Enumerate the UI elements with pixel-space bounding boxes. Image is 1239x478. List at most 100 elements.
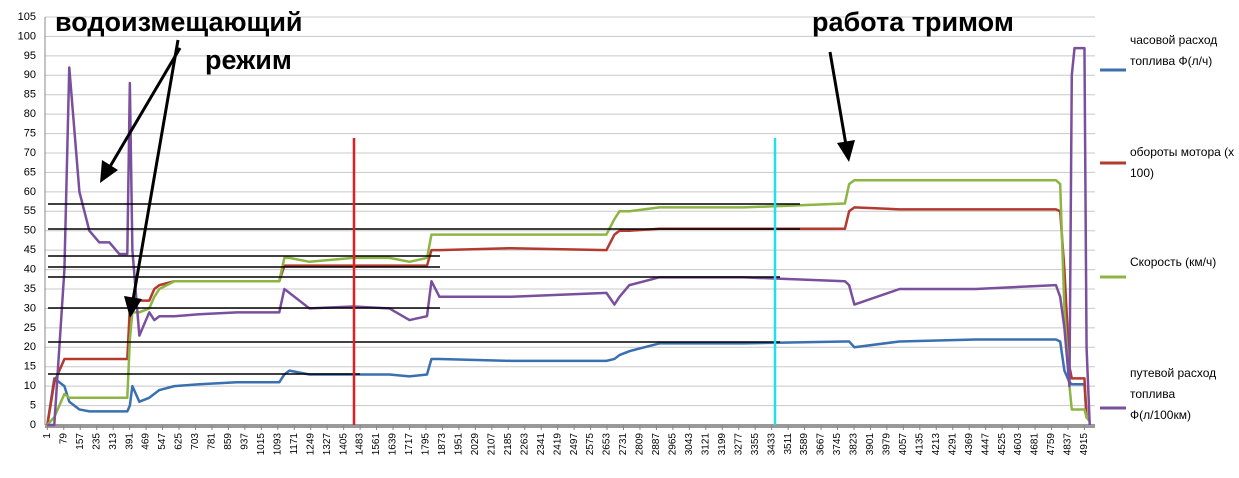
y-tick-label: 40 xyxy=(24,263,36,275)
x-tick-label: 4213 xyxy=(931,433,942,456)
x-tick-label: 3589 xyxy=(799,433,810,456)
annotation: работа тримом xyxy=(812,7,1014,37)
x-tick-label: 2263 xyxy=(519,433,530,456)
legend-label: обороты мотора (х 100) xyxy=(1130,145,1235,180)
x-tick-label: 3511 xyxy=(783,433,794,455)
x-tick-label: 4603 xyxy=(1013,433,1024,456)
y-tick-label: 25 xyxy=(24,322,36,334)
x-tick-label: 4369 xyxy=(964,433,975,456)
x-tick-label: 1249 xyxy=(305,433,316,456)
plot-area: 0510152025303540455055606570758085909510… xyxy=(18,11,1095,455)
x-tick-label: 235 xyxy=(91,433,102,450)
y-tick-label: 75 xyxy=(24,127,36,139)
x-tick-label: 1795 xyxy=(421,433,432,456)
x-tick-label: 2419 xyxy=(552,433,563,456)
x-tick-label: 1171 xyxy=(289,433,300,455)
x-tick-label: 1639 xyxy=(388,433,399,456)
x-tick-label: 79 xyxy=(58,433,69,445)
annotation: водоизмещающий xyxy=(55,7,303,37)
arrows xyxy=(100,39,855,318)
x-tick-label: 3277 xyxy=(733,433,744,456)
annotation: режим xyxy=(205,45,292,75)
x-tick-label: 2887 xyxy=(651,433,662,456)
x-tick-label: 3355 xyxy=(750,433,761,456)
y-tick-label: 0 xyxy=(30,419,36,431)
x-tick-label: 1717 xyxy=(404,433,415,456)
x-tick-label: 391 xyxy=(124,433,135,450)
x-tick-label: 1405 xyxy=(338,433,349,456)
x-tick-label: 4681 xyxy=(1030,433,1041,456)
x-tick-label: 4291 xyxy=(947,433,958,456)
x-tick-label: 2185 xyxy=(503,433,514,456)
x-tick-label: 4837 xyxy=(1063,433,1074,456)
y-tick-label: 45 xyxy=(24,244,36,256)
x-tick-label: 2497 xyxy=(569,433,580,456)
x-tick-label: 937 xyxy=(240,433,251,450)
x-tick-label: 703 xyxy=(190,433,201,450)
x-tick-label: 3979 xyxy=(882,433,893,456)
y-tick-label: 5 xyxy=(30,399,36,411)
x-tick-label: 1327 xyxy=(322,433,333,456)
x-tick-label: 547 xyxy=(157,433,168,450)
y-tick-label: 80 xyxy=(24,108,36,120)
x-tick-label: 313 xyxy=(108,433,119,450)
legend-label: путевой расход топлива Ф(л/100км) xyxy=(1130,366,1217,422)
x-tick-label: 3121 xyxy=(700,433,711,456)
x-tick-label: 625 xyxy=(174,433,185,450)
x-tick-label: 2653 xyxy=(602,433,613,456)
x-tick-label: 3433 xyxy=(766,433,777,456)
y-tick-label: 70 xyxy=(24,147,36,159)
x-tick-label: 469 xyxy=(141,433,152,450)
x-tick-label: 2029 xyxy=(470,433,481,456)
x-tick-label: 1015 xyxy=(256,433,267,456)
y-tick-label: 105 xyxy=(18,11,36,23)
legend-label: часовой расход топлива Ф(л/ч) xyxy=(1130,33,1218,68)
y-tick-label: 30 xyxy=(24,302,36,314)
x-tick-label: 2731 xyxy=(618,433,629,456)
x-tick-label: 1951 xyxy=(454,433,465,456)
y-tick-label: 50 xyxy=(24,225,36,237)
x-tick-label: 3823 xyxy=(849,433,860,456)
series-line xyxy=(46,338,1091,426)
x-tick-label: 1561 xyxy=(371,433,382,456)
x-tick-label: 2107 xyxy=(486,433,497,456)
y-tick-label: 60 xyxy=(24,186,36,198)
x-tick-label: 4135 xyxy=(914,433,925,456)
x-tick-label: 1483 xyxy=(355,433,366,456)
x-tick-label: 157 xyxy=(75,433,86,450)
x-tick-label: 4057 xyxy=(898,433,909,456)
x-tick-label: 781 xyxy=(207,433,218,450)
series-line xyxy=(46,206,1091,426)
y-tick-label: 15 xyxy=(24,361,36,373)
x-tick-label: 2965 xyxy=(668,433,679,456)
x-tick-label: 3043 xyxy=(684,433,695,456)
series-line xyxy=(46,178,1091,426)
x-tick-label: 4915 xyxy=(1079,433,1090,456)
x-axis xyxy=(45,424,1095,428)
x-tick-label: 859 xyxy=(223,433,234,450)
y-tick-label: 95 xyxy=(24,50,36,62)
x-tick-label: 4447 xyxy=(980,433,991,456)
x-tick-label: 1873 xyxy=(437,433,448,456)
x-tick-label: 3199 xyxy=(717,433,728,456)
x-tick-label: 2575 xyxy=(585,433,596,456)
y-tick-label: 100 xyxy=(18,30,36,42)
x-tick-label: 2341 xyxy=(536,433,547,456)
x-tick-label: 4525 xyxy=(997,433,1008,456)
x-tick-label: 2809 xyxy=(635,433,646,456)
y-tick-label: 20 xyxy=(24,341,36,353)
y-tick-label: 90 xyxy=(24,69,36,81)
x-tick-label: 3745 xyxy=(832,433,843,456)
y-tick-label: 10 xyxy=(24,380,36,392)
reference-lines xyxy=(48,203,800,375)
x-tick-label: 1093 xyxy=(272,433,283,456)
x-tick-label: 1 xyxy=(42,433,53,439)
x-tick-label: 3901 xyxy=(865,433,876,456)
x-tick-label: 3667 xyxy=(816,433,827,456)
y-tick-label: 85 xyxy=(24,89,36,101)
y-tick-label: 65 xyxy=(24,166,36,178)
y-tick-label: 55 xyxy=(24,205,36,217)
series-line xyxy=(47,46,1091,427)
